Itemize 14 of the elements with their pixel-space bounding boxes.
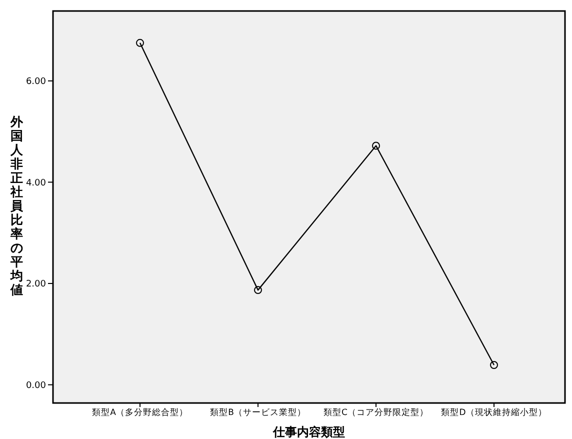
y-tick-label: 0.00 [26,380,46,391]
point [136,38,144,47]
y-tick-label: 6.00 [26,77,46,88]
x-tick-label: 類型C（コア分野限定型） [324,407,428,418]
y-tick-label: 4.00 [26,178,46,188]
x-axis-title: 仕事内容類型 [272,425,345,439]
text: 外国人非正社員比率の平均値 [10,114,24,298]
x-tick-label: 類型D（現状維持縮小型） [441,407,547,418]
x-tick-label: 類型A（多分野総合型） [92,407,188,418]
point [372,142,380,150]
point [490,361,498,370]
x-tick-label: 類型B（サービス業型） [210,407,306,418]
y-tick-label: 2.00 [26,280,46,290]
point [254,286,262,294]
